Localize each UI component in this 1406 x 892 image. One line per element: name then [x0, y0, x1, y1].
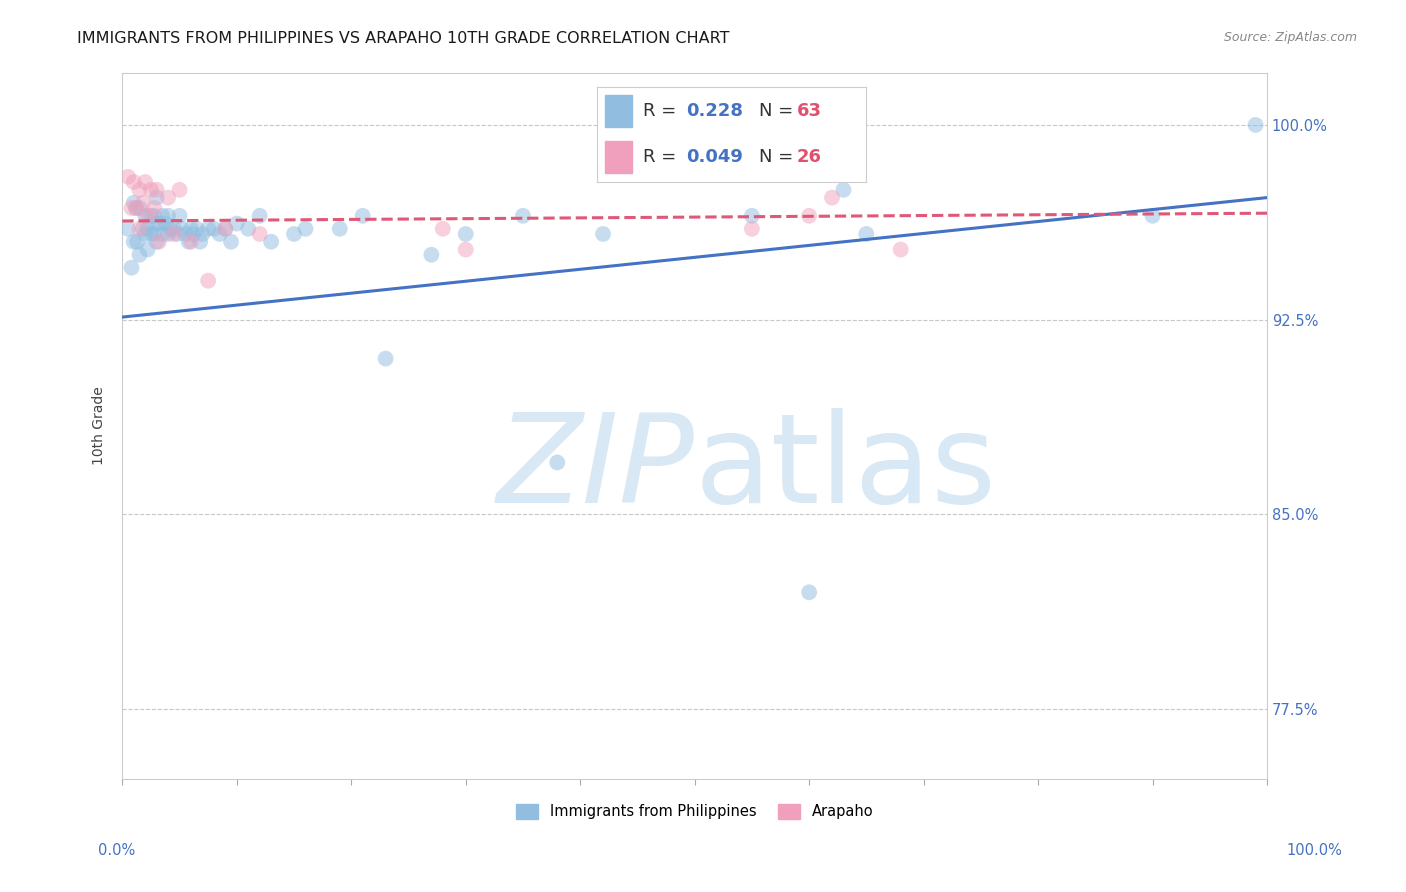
Point [1142, 209, 1164, 223]
Point [249, 227, 271, 241]
Point [741, 209, 763, 223]
Point [134, 209, 156, 223]
Point [1244, 118, 1267, 132]
Y-axis label: 10th Grade: 10th Grade [93, 387, 107, 466]
Point [420, 248, 443, 262]
Point [197, 274, 219, 288]
Point [797, 209, 820, 223]
Point [163, 221, 186, 235]
Point [855, 227, 877, 241]
Point [120, 260, 142, 275]
Point [832, 183, 855, 197]
Point [197, 221, 219, 235]
Point [157, 209, 180, 223]
Point [132, 221, 155, 235]
Point [127, 235, 149, 249]
Point [150, 209, 173, 223]
Text: ZIP: ZIP [496, 408, 695, 529]
Point [145, 191, 167, 205]
Point [208, 227, 231, 241]
Point [329, 221, 352, 235]
Point [145, 183, 167, 197]
Point [294, 221, 316, 235]
Point [128, 221, 150, 235]
Point [219, 235, 242, 249]
Point [225, 217, 247, 231]
Point [122, 175, 145, 189]
Text: IMMIGRANTS FROM PHILIPPINES VS ARAPAHO 10TH GRADE CORRELATION CHART: IMMIGRANTS FROM PHILIPPINES VS ARAPAHO 1… [77, 31, 730, 46]
Point [180, 235, 202, 249]
Point [143, 201, 166, 215]
Point [821, 191, 844, 205]
Point [117, 169, 139, 184]
Point [157, 227, 180, 241]
Point [512, 209, 534, 223]
Point [432, 221, 454, 235]
Point [155, 217, 177, 231]
Point [546, 455, 568, 469]
Point [169, 209, 191, 223]
Point [249, 209, 271, 223]
Point [260, 235, 283, 249]
Point [139, 227, 162, 241]
Point [181, 227, 204, 241]
Point [352, 209, 374, 223]
Text: atlas: atlas [695, 408, 997, 529]
Point [150, 227, 173, 241]
Point [170, 221, 193, 235]
Point [120, 201, 142, 215]
Point [283, 227, 305, 241]
Point [136, 221, 159, 235]
Point [214, 221, 236, 235]
Point [159, 221, 181, 235]
Point [125, 201, 148, 215]
Point [143, 209, 166, 223]
Point [128, 248, 150, 262]
Point [122, 195, 145, 210]
Point [180, 221, 202, 235]
Point [134, 227, 156, 241]
Point [166, 227, 188, 241]
Point [125, 201, 148, 215]
Text: 100.0%: 100.0% [1286, 843, 1343, 858]
Point [797, 585, 820, 599]
Point [139, 183, 162, 197]
Point [117, 221, 139, 235]
Point [136, 243, 159, 257]
Point [191, 227, 214, 241]
Point [143, 227, 166, 241]
Point [163, 227, 186, 241]
Point [592, 227, 614, 241]
Point [454, 243, 477, 257]
Point [374, 351, 396, 366]
Point [132, 195, 155, 210]
Point [148, 217, 170, 231]
Point [145, 217, 167, 231]
Point [174, 227, 197, 241]
Point [136, 209, 159, 223]
Text: 0.0%: 0.0% [98, 843, 135, 858]
Point [202, 221, 225, 235]
Point [741, 221, 763, 235]
Point [122, 235, 145, 249]
Point [128, 201, 150, 215]
Point [148, 235, 170, 249]
Point [134, 175, 156, 189]
Point [186, 221, 208, 235]
Point [188, 235, 211, 249]
Point [157, 191, 180, 205]
Legend: Immigrants from Philippines, Arapaho: Immigrants from Philippines, Arapaho [510, 797, 879, 825]
Point [177, 235, 200, 249]
Point [145, 235, 167, 249]
Point [890, 243, 912, 257]
Text: Source: ZipAtlas.com: Source: ZipAtlas.com [1223, 31, 1357, 45]
Point [454, 227, 477, 241]
Point [128, 183, 150, 197]
Point [169, 183, 191, 197]
Point [139, 209, 162, 223]
Point [214, 221, 236, 235]
Point [238, 221, 260, 235]
